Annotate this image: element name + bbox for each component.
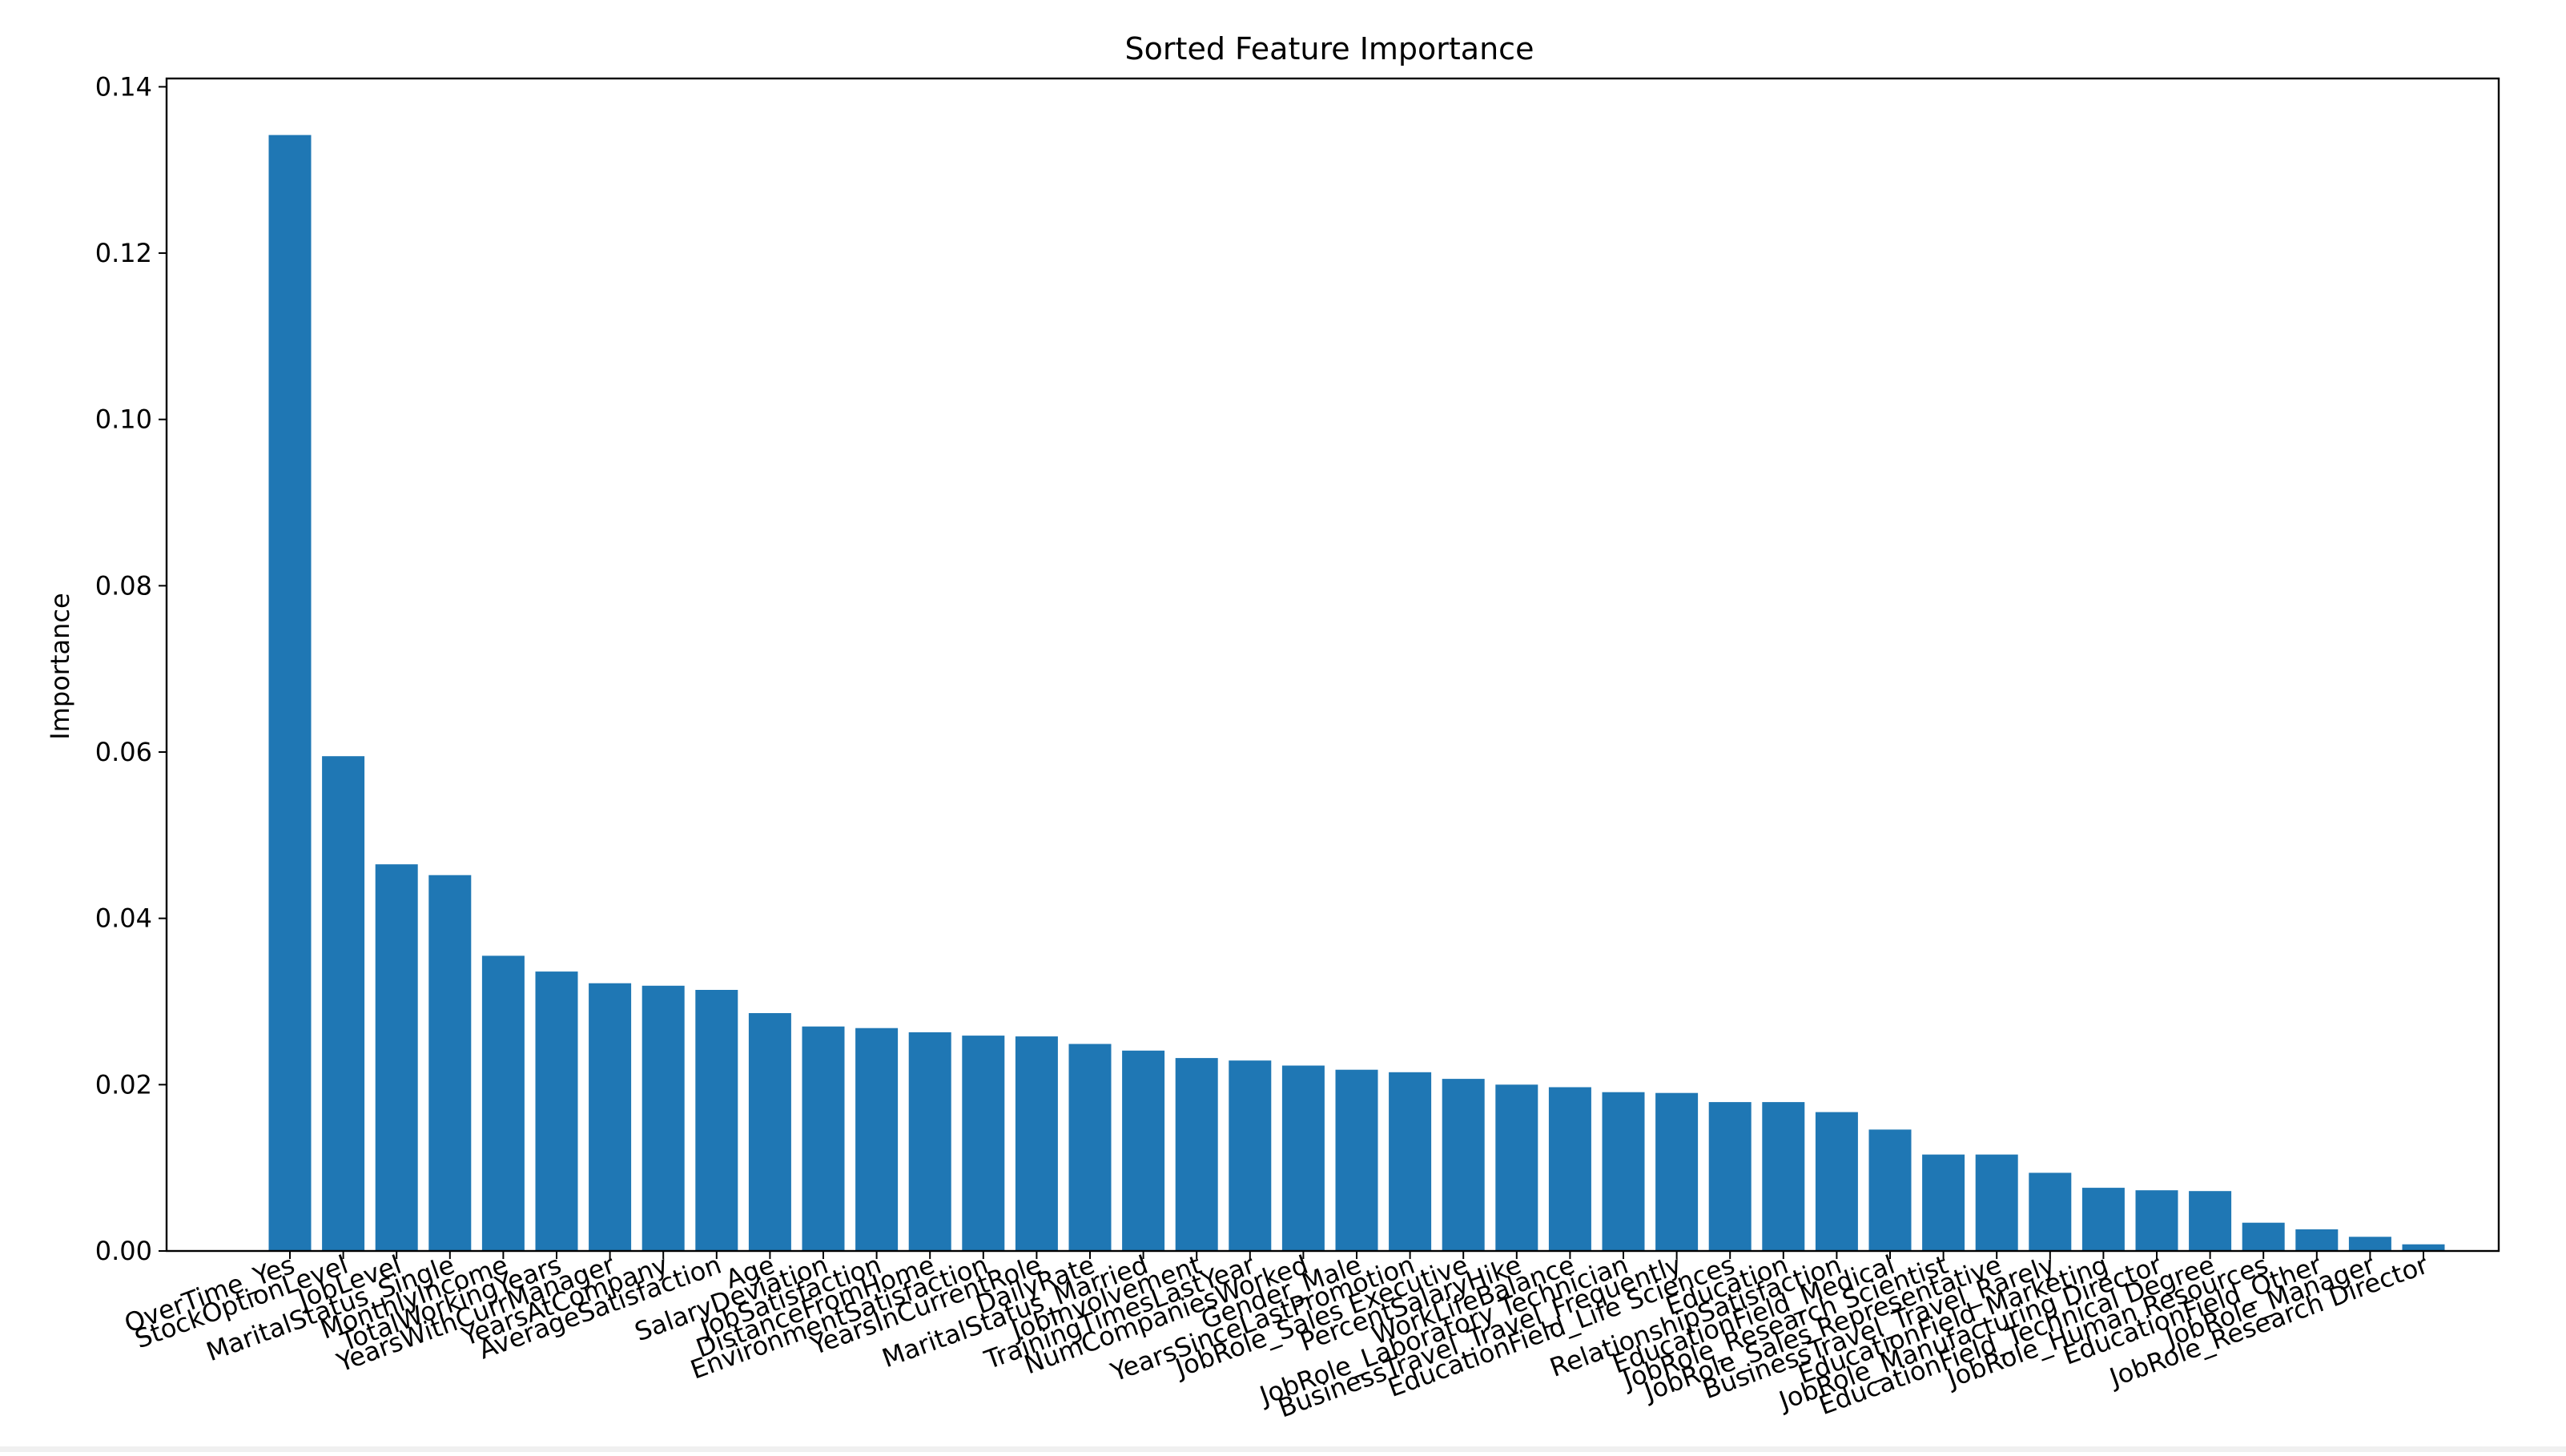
bar-18: [1229, 1060, 1272, 1251]
bar-5: [535, 971, 578, 1251]
bar-28: [1762, 1102, 1805, 1251]
y-tick-label-5: 0.10: [95, 404, 152, 435]
bar-1: [322, 756, 365, 1251]
bar-11: [855, 1028, 899, 1251]
bars-group: [268, 135, 2445, 1252]
bar-4: [481, 955, 525, 1251]
bar-31: [1922, 1154, 1965, 1251]
bar-24: [1548, 1087, 1591, 1251]
y-axis: 0.00 0.02 0.04 0.06 0.08 0.10 0.12 0.14: [95, 71, 167, 1266]
plot-frame: [165, 77, 2500, 1253]
y-tick-label-4: 0.08: [95, 570, 152, 601]
y-axis-label: Importance: [45, 593, 75, 739]
bar-6: [589, 983, 632, 1251]
y-tick-label-2: 0.04: [95, 903, 152, 934]
bar-30: [1868, 1129, 1912, 1251]
chart-title: Sorted Feature Importance: [1125, 31, 1534, 66]
window-bottom-strip: [0, 1446, 2566, 1452]
y-tick-label-0: 0.00: [95, 1236, 152, 1266]
bar-16: [1122, 1050, 1165, 1251]
bar-38: [2295, 1229, 2339, 1251]
bar-35: [2135, 1190, 2178, 1251]
bar-10: [802, 1026, 845, 1251]
bar-36: [2189, 1191, 2232, 1251]
bar-34: [2081, 1188, 2125, 1251]
bar-27: [1708, 1102, 1752, 1251]
bar-23: [1495, 1084, 1538, 1251]
bar-7: [642, 985, 685, 1251]
bar-3: [428, 875, 472, 1251]
bar-12: [908, 1032, 951, 1251]
bar-13: [962, 1036, 1005, 1251]
bar-14: [1015, 1036, 1058, 1251]
bar-19: [1281, 1065, 1325, 1251]
bar-37: [2242, 1222, 2285, 1251]
y-tick-label-3: 0.06: [95, 737, 152, 767]
bar-2: [375, 864, 418, 1251]
bar-17: [1175, 1058, 1218, 1251]
bar-40: [2402, 1244, 2445, 1251]
bar-33: [2029, 1172, 2072, 1251]
bar-0: [268, 135, 312, 1252]
x-axis: OverTime_YesStockOptionLevelJobLevelMari…: [120, 1249, 2432, 1424]
bar-8: [695, 990, 738, 1251]
bar-26: [1655, 1092, 1699, 1251]
bar-21: [1389, 1072, 1432, 1251]
bar-32: [1975, 1154, 2018, 1251]
bar-22: [1442, 1079, 1485, 1251]
bar-20: [1335, 1069, 1378, 1251]
y-tick-label-7: 0.14: [95, 71, 152, 102]
bar-39: [2348, 1237, 2391, 1251]
bar-25: [1602, 1092, 1645, 1251]
y-tick-label-6: 0.12: [95, 238, 152, 268]
bar-29: [1815, 1112, 1858, 1251]
y-tick-label-1: 0.02: [95, 1069, 152, 1100]
bar-15: [1068, 1044, 1112, 1251]
bar-9: [748, 1013, 791, 1251]
